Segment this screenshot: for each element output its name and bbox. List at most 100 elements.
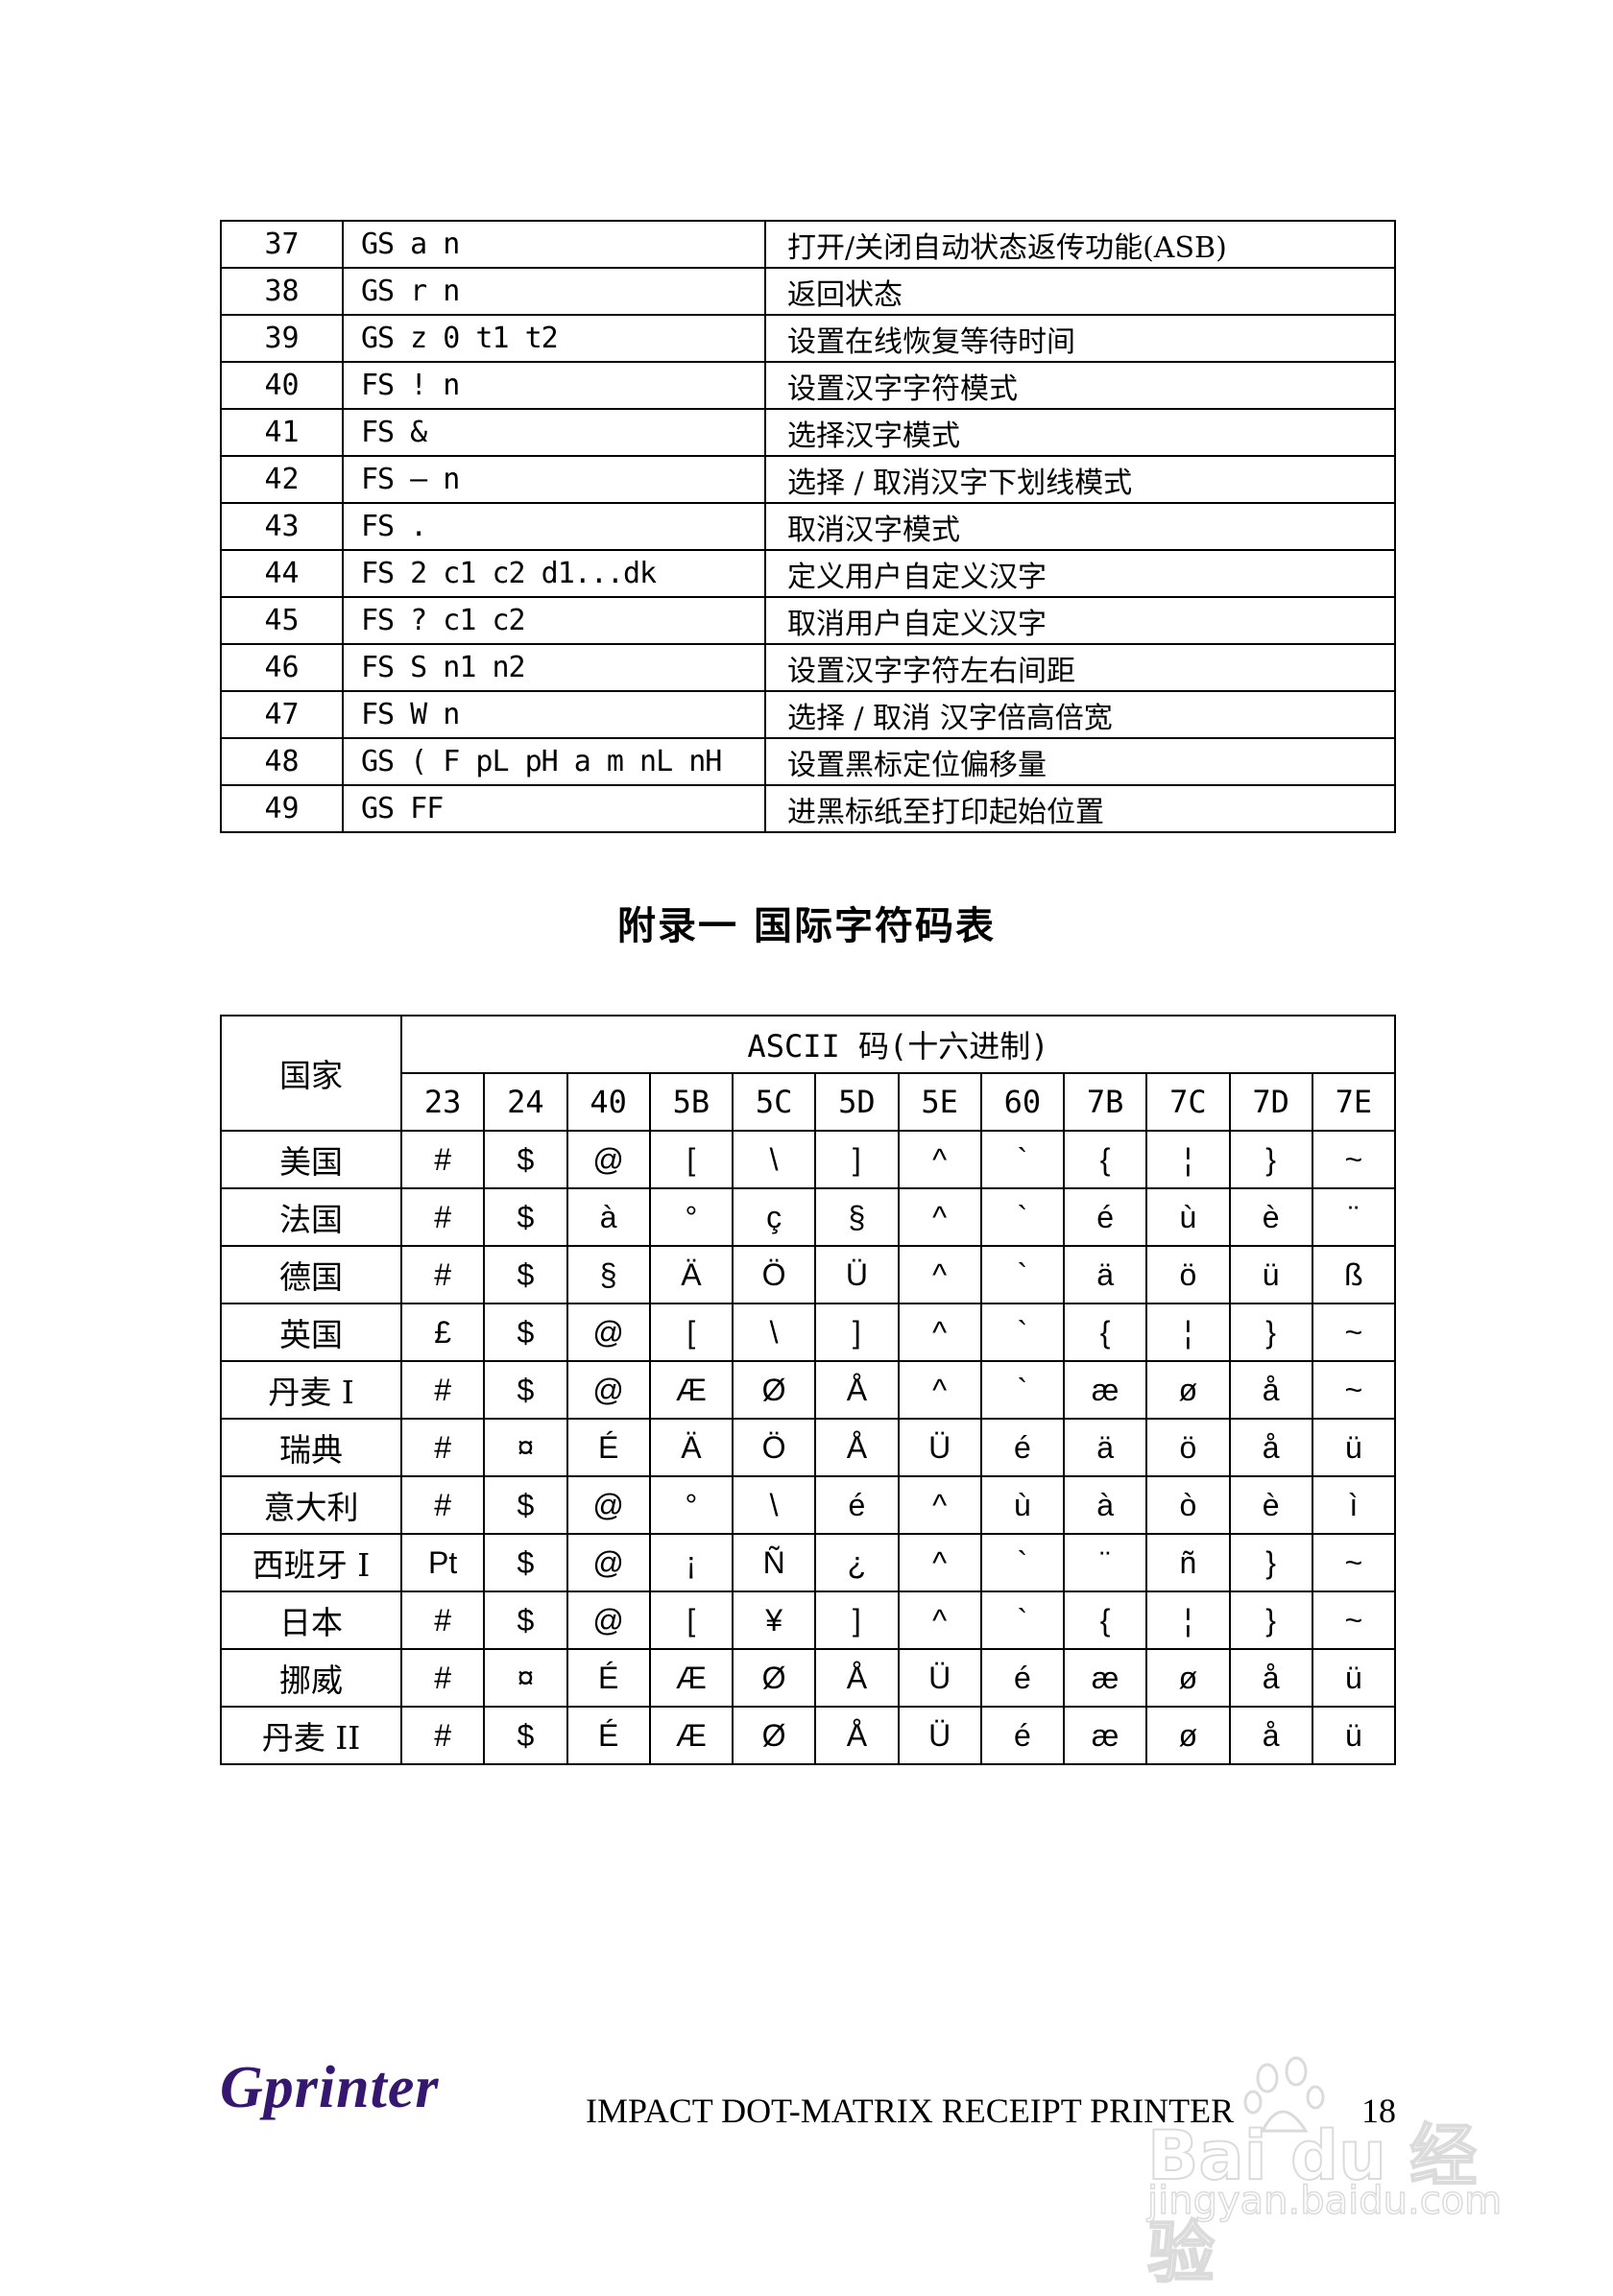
command-code: FS – n [342, 455, 766, 504]
command-number: 46 [220, 643, 344, 692]
character-cell: ¨ [1062, 1533, 1148, 1592]
character-cell: # [399, 1187, 486, 1247]
code-header: 5B [648, 1072, 734, 1132]
character-cell: ø [1145, 1648, 1231, 1708]
command-row: 40 FS ! n 设置汉字字符模式 [220, 361, 1396, 410]
character-cell: # [399, 1475, 486, 1535]
country-row: 法国 # $ à ° ç § ^ ` é ù è ¨ [220, 1187, 1397, 1247]
code-header: 24 [483, 1072, 568, 1132]
character-cell: ~ [1311, 1360, 1397, 1420]
character-cell: ^ [897, 1590, 982, 1650]
character-cell: Ñ [731, 1533, 817, 1592]
character-cell: $ [483, 1130, 568, 1189]
character-cell: Ö [731, 1418, 817, 1477]
character-cell: à [566, 1187, 651, 1247]
character-cell: Ö [731, 1245, 817, 1304]
character-cell: ù [979, 1475, 1066, 1535]
code-header: 7B [1062, 1072, 1148, 1132]
country-row: 日本 # $ @[¥] ^ `{¦} ~ [220, 1590, 1397, 1650]
country-row: 美国 # $ @[\] ^ `{¦} ~ [220, 1130, 1397, 1189]
character-cell: } [1228, 1130, 1313, 1189]
command-number: 40 [220, 361, 344, 410]
character-cell: ~ [1311, 1130, 1397, 1189]
country-name: 美国 [220, 1130, 402, 1189]
character-cell: Å [814, 1418, 900, 1477]
character-cell: Ü [897, 1648, 982, 1708]
character-cell: $ [483, 1590, 568, 1650]
country-name: 挪威 [220, 1648, 402, 1708]
character-cell: Æ [648, 1706, 734, 1765]
character-cell: ¤ [483, 1418, 568, 1477]
character-cell: ` [979, 1590, 1066, 1650]
character-cell: é [1062, 1187, 1148, 1247]
country-name: 西班牙 I [220, 1533, 402, 1592]
command-code: GS ( F pL pH a m nL nH [342, 737, 766, 786]
command-code: GS z 0 t1 t2 [342, 314, 766, 363]
command-number: 49 [220, 784, 344, 833]
command-description: 设置在线恢复等待时间 [764, 314, 1396, 363]
command-number: 47 [220, 690, 344, 739]
character-cell: Å [814, 1706, 900, 1765]
command-code: GS FF [342, 784, 766, 833]
ascii-header: ASCII 码(十六进制) [400, 1015, 1396, 1074]
code-header: 5E [897, 1072, 982, 1132]
command-number: 38 [220, 267, 344, 316]
character-cell: ` [979, 1360, 1066, 1420]
command-description: 返回状态 [764, 267, 1396, 316]
character-cell: # [399, 1130, 486, 1189]
command-row: 39 GS z 0 t1 t2 设置在线恢复等待时间 [220, 314, 1396, 363]
command-code: GS a n [342, 220, 766, 269]
character-cell: [ [648, 1130, 734, 1189]
character-cell: ¦ [1145, 1590, 1231, 1650]
command-number: 42 [220, 455, 344, 504]
command-description: 选择 / 取消汉字下划线模式 [764, 455, 1396, 504]
character-cell: é [979, 1706, 1066, 1765]
character-cell: \ [731, 1475, 817, 1535]
character-cell: è [1228, 1475, 1313, 1535]
command-number: 39 [220, 314, 344, 363]
command-code: FS 2 c1 c2 d1...dk [342, 549, 766, 598]
gprinter-logo: Gprinter [220, 2055, 440, 2120]
command-row: 44 FS 2 c1 c2 d1...dk 定义用户自定义汉字 [220, 549, 1396, 598]
country-row: 英国 £ $ @[\] ^ `{¦} ~ [220, 1303, 1397, 1362]
character-cell: £ [399, 1303, 486, 1362]
character-cell: æ [1062, 1648, 1148, 1708]
country-name: 法国 [220, 1187, 402, 1247]
character-cell: ø [1145, 1360, 1231, 1420]
command-code: FS S n1 n2 [342, 643, 766, 692]
character-cell: é [979, 1648, 1066, 1708]
character-cell: $ [483, 1533, 568, 1592]
character-cell: ö [1145, 1418, 1231, 1477]
character-cell: ] [814, 1590, 900, 1650]
footer-text: IMPACT DOT-MATRIX RECEIPT PRINTER [586, 2092, 1235, 2130]
command-description: 进黑标纸至打印起始位置 [764, 784, 1396, 833]
country-row: 意大利 # $ @ ° \ é ^ ù à ò è ì [220, 1475, 1397, 1535]
character-cell: ° [648, 1187, 734, 1247]
country-name: 丹麦 II [220, 1706, 402, 1765]
character-cell: ¡ [648, 1533, 734, 1592]
character-cell: } [1228, 1590, 1313, 1650]
character-cell: § [566, 1245, 651, 1304]
command-number: 43 [220, 502, 344, 551]
character-cell: ü [1311, 1418, 1397, 1477]
country-name: 意大利 [220, 1475, 402, 1535]
character-cell: ^ [897, 1360, 982, 1420]
character-cell: é [979, 1418, 1066, 1477]
section-title: 附录一 国际字符码表 [617, 904, 996, 948]
code-header: 7E [1311, 1072, 1397, 1132]
command-row: 42 FS – n 选择 / 取消汉字下划线模式 [220, 455, 1396, 504]
character-cell: ` [979, 1533, 1066, 1592]
command-description: 取消用户自定义汉字 [764, 596, 1396, 645]
command-row: 48 GS ( F pL pH a m nL nH 设置黑标定位偏移量 [220, 737, 1396, 786]
character-cell: Å [814, 1360, 900, 1420]
character-cell: # [399, 1418, 486, 1477]
country-name: 丹麦 I [220, 1360, 402, 1420]
character-cell: ~ [1311, 1533, 1397, 1592]
character-cell: ß [1311, 1245, 1397, 1304]
character-cell: ^ [897, 1533, 982, 1592]
character-cell: @ [566, 1475, 651, 1535]
character-cell: # [399, 1706, 486, 1765]
command-row: 37 GS a n 打开/关闭自动状态返传功能(ASB) [220, 220, 1396, 269]
character-cell: É [566, 1418, 651, 1477]
watermark-url: jingyan.baidu.com [1146, 2178, 1503, 2224]
